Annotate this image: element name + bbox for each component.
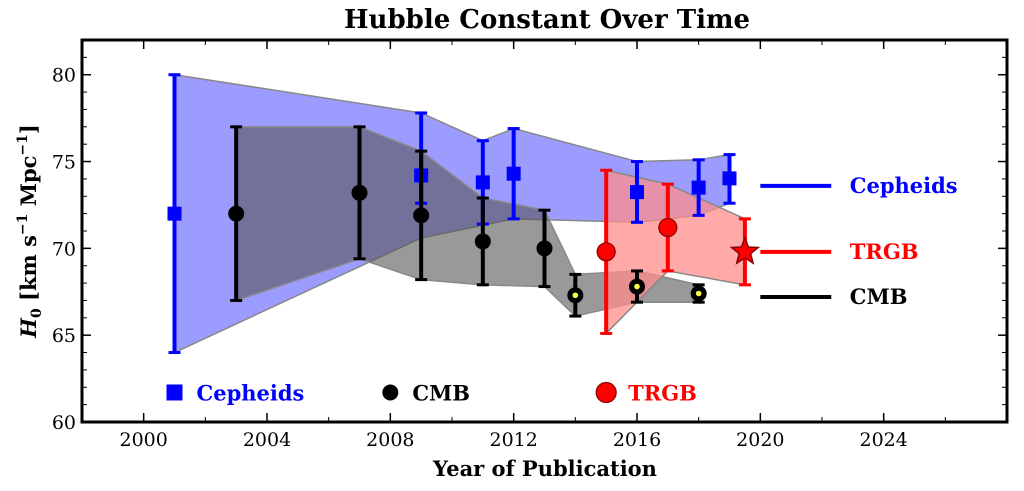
cepheids-point xyxy=(475,175,490,190)
trgb-point xyxy=(596,242,616,262)
y-label-close: ] xyxy=(16,124,41,134)
legend-label-cmb: CMB xyxy=(412,380,470,405)
y-tick-label: 70 xyxy=(52,238,76,260)
x-tick-label: 2008 xyxy=(366,429,414,451)
legend-label-trgb: TRGB xyxy=(628,380,697,405)
legend-label-cepheids: Cepheids xyxy=(197,380,305,405)
y-tick-label: 65 xyxy=(52,325,76,347)
legend-right-label-cepheids: Cepheids xyxy=(850,173,958,198)
legend-marker-cepheids xyxy=(166,384,183,401)
cepheids-point xyxy=(506,166,521,181)
y-axis-label: H0 [km s−1 Mpc−1] xyxy=(15,124,45,339)
plot-area xyxy=(167,73,761,355)
y-label-sub: 0 xyxy=(29,308,45,318)
y-tick-label: 60 xyxy=(52,412,76,434)
x-tick-label: 2020 xyxy=(736,429,784,451)
x-tick-label: 2000 xyxy=(119,429,167,451)
x-tick-label: 2016 xyxy=(613,429,661,451)
legend-right-label-trgb: TRGB xyxy=(850,239,919,264)
legend-marker-trgb xyxy=(595,381,617,404)
cmb-point xyxy=(351,184,368,201)
cmb-point xyxy=(536,240,553,257)
y-tick-label: 75 xyxy=(52,152,76,174)
cmb-point-inner-dot xyxy=(572,292,579,299)
y-label-h: H xyxy=(16,317,41,339)
cmb-point xyxy=(228,205,245,222)
x-tick-label: 2024 xyxy=(859,429,907,451)
y-label-units2: Mpc xyxy=(16,156,41,214)
x-axis-label: Year of Publication xyxy=(432,456,657,481)
cepheids-point xyxy=(722,171,737,186)
y-tick-label: 80 xyxy=(52,65,76,87)
legend-marker-cmb xyxy=(382,384,399,401)
cepheids-point xyxy=(630,185,644,200)
y-label-units: [km s xyxy=(16,235,41,308)
cmb-point xyxy=(474,233,491,250)
trgb-point-star xyxy=(729,235,761,265)
cmb-point-inner-dot xyxy=(634,283,640,290)
axis-ticks: 2000 2004 2008 2012 2016 2020 2024 60 65 70 75 80 xyxy=(52,40,1007,451)
trgb-point xyxy=(658,217,678,238)
cmb-point xyxy=(413,207,430,224)
y-label-sup2: −1 xyxy=(15,134,31,155)
cepheids-point xyxy=(691,180,706,195)
y-label-sup1: −1 xyxy=(15,214,31,235)
chart-title: Hubble Constant Over Time xyxy=(344,5,750,35)
cepheids-point xyxy=(167,206,182,221)
x-tick-label: 2004 xyxy=(243,429,291,451)
x-tick-label: 2012 xyxy=(489,429,537,451)
legend-right-label-cmb: CMB xyxy=(850,284,908,309)
legends: Cepheids CMB TRGB Cepheids TRGB CMB xyxy=(166,173,958,405)
cmb-point-inner-dot xyxy=(695,290,702,297)
